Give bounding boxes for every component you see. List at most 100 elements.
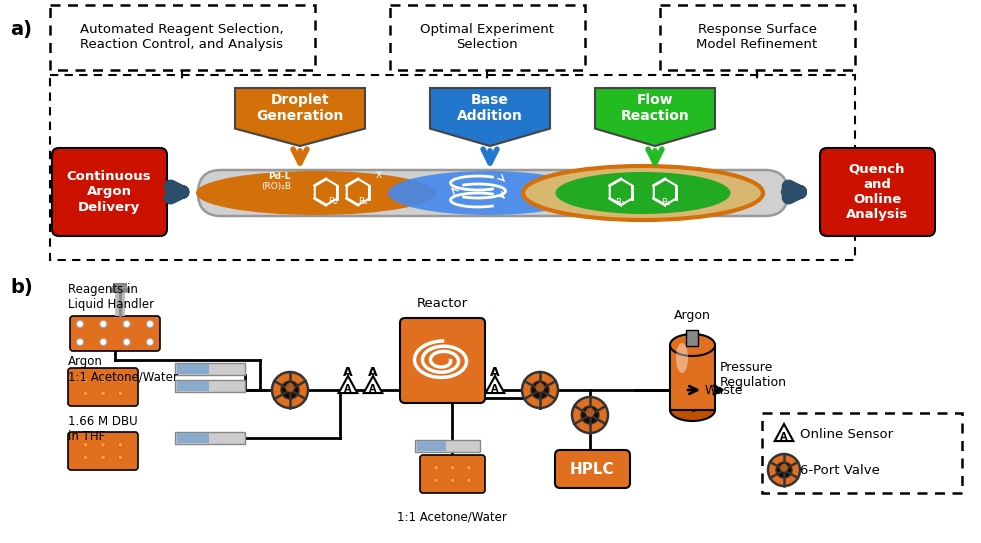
Circle shape [434, 465, 439, 470]
Bar [390, 5, 585, 70]
Circle shape [434, 478, 439, 483]
Text: HPLC: HPLC [570, 462, 614, 477]
Circle shape [83, 378, 88, 383]
Bar [762, 413, 962, 493]
Circle shape [572, 397, 608, 433]
Text: A: A [344, 384, 352, 394]
Text: Flow
Reaction: Flow Reaction [621, 93, 690, 123]
Circle shape [118, 391, 123, 396]
Polygon shape [338, 376, 357, 393]
Circle shape [83, 455, 88, 460]
Bar [175, 363, 245, 375]
Polygon shape [595, 88, 715, 146]
Bar [686, 330, 698, 346]
Circle shape [77, 338, 83, 345]
Circle shape [272, 372, 308, 408]
Circle shape [146, 320, 153, 327]
Text: A: A [780, 432, 788, 441]
Polygon shape [430, 88, 550, 146]
Text: 1:1 Acetone/Water: 1:1 Acetone/Water [397, 510, 507, 523]
Text: Continuous
Argon
Delivery: Continuous Argon Delivery [67, 171, 151, 213]
Circle shape [77, 320, 83, 327]
Circle shape [83, 391, 88, 396]
Text: R₁: R₁ [615, 198, 625, 207]
Text: R₁: R₁ [358, 197, 368, 206]
Text: A: A [368, 365, 378, 378]
Text: Waste: Waste [705, 383, 744, 396]
Text: Response Surface
Model Refinement: Response Surface Model Refinement [697, 23, 817, 51]
Circle shape [768, 454, 800, 486]
Circle shape [100, 320, 107, 327]
Ellipse shape [523, 166, 763, 220]
FancyBboxPatch shape [70, 316, 160, 351]
Text: A: A [490, 365, 499, 378]
Text: b): b) [10, 278, 32, 297]
Polygon shape [364, 376, 383, 393]
Text: Argon
1:1 Acetone/Water: Argon 1:1 Acetone/Water [68, 355, 178, 383]
Circle shape [100, 442, 106, 447]
Text: 1.66 M DBU
in THF: 1.66 M DBU in THF [68, 415, 137, 443]
Bar [177, 433, 209, 443]
Circle shape [100, 338, 107, 345]
Circle shape [450, 478, 455, 483]
Text: A: A [369, 384, 377, 394]
FancyBboxPatch shape [420, 455, 485, 493]
Text: R₂: R₂ [661, 198, 671, 207]
FancyBboxPatch shape [555, 450, 630, 488]
Bar [50, 75, 855, 260]
Bar [175, 432, 245, 444]
Bar [177, 381, 209, 391]
Ellipse shape [670, 334, 715, 356]
Circle shape [450, 465, 455, 470]
Text: Automated Reagent Selection,
Reaction Control, and Analysis: Automated Reagent Selection, Reaction Co… [80, 23, 284, 51]
Bar [415, 440, 480, 452]
Circle shape [124, 320, 130, 327]
Text: R₂: R₂ [328, 197, 337, 206]
Circle shape [285, 383, 294, 392]
Circle shape [522, 372, 558, 408]
Ellipse shape [676, 343, 688, 373]
Circle shape [124, 338, 130, 345]
Text: Pressure
Regulation: Pressure Regulation [720, 361, 787, 389]
Text: Quench
and
Online
Analysis: Quench and Online Analysis [846, 163, 908, 221]
Circle shape [466, 478, 471, 483]
FancyBboxPatch shape [68, 432, 138, 470]
Bar [660, 5, 855, 70]
Circle shape [83, 442, 88, 447]
FancyBboxPatch shape [820, 148, 935, 236]
Polygon shape [486, 376, 504, 393]
Bar [670, 345, 715, 410]
Polygon shape [775, 424, 794, 441]
Text: Reagents in
Liquid Handler: Reagents in Liquid Handler [68, 283, 154, 311]
Circle shape [146, 338, 153, 345]
FancyBboxPatch shape [400, 318, 485, 403]
Circle shape [586, 408, 594, 417]
Text: Argon: Argon [674, 309, 711, 322]
Bar [177, 364, 209, 374]
Circle shape [100, 455, 106, 460]
Text: Optimal Experiment
Selection: Optimal Experiment Selection [420, 23, 554, 51]
Text: Base
Addition: Base Addition [457, 93, 523, 123]
Circle shape [281, 381, 299, 399]
Polygon shape [235, 88, 365, 146]
Circle shape [776, 462, 792, 478]
FancyBboxPatch shape [68, 368, 138, 406]
Circle shape [536, 383, 544, 392]
Bar [417, 441, 446, 451]
Text: (RO)₂B: (RO)₂B [261, 182, 291, 191]
Text: Reactor: Reactor [417, 297, 468, 310]
Circle shape [466, 465, 471, 470]
Ellipse shape [670, 399, 715, 421]
Bar [175, 380, 245, 392]
Ellipse shape [555, 172, 731, 214]
FancyBboxPatch shape [52, 148, 167, 236]
Text: 6-Port Valve: 6-Port Valve [800, 464, 880, 477]
Circle shape [780, 464, 788, 472]
Ellipse shape [196, 171, 436, 215]
Text: Droplet
Generation: Droplet Generation [256, 93, 343, 123]
FancyBboxPatch shape [198, 170, 788, 216]
Circle shape [118, 442, 123, 447]
Circle shape [531, 381, 549, 399]
Circle shape [581, 406, 599, 424]
Text: Online Sensor: Online Sensor [800, 428, 893, 441]
